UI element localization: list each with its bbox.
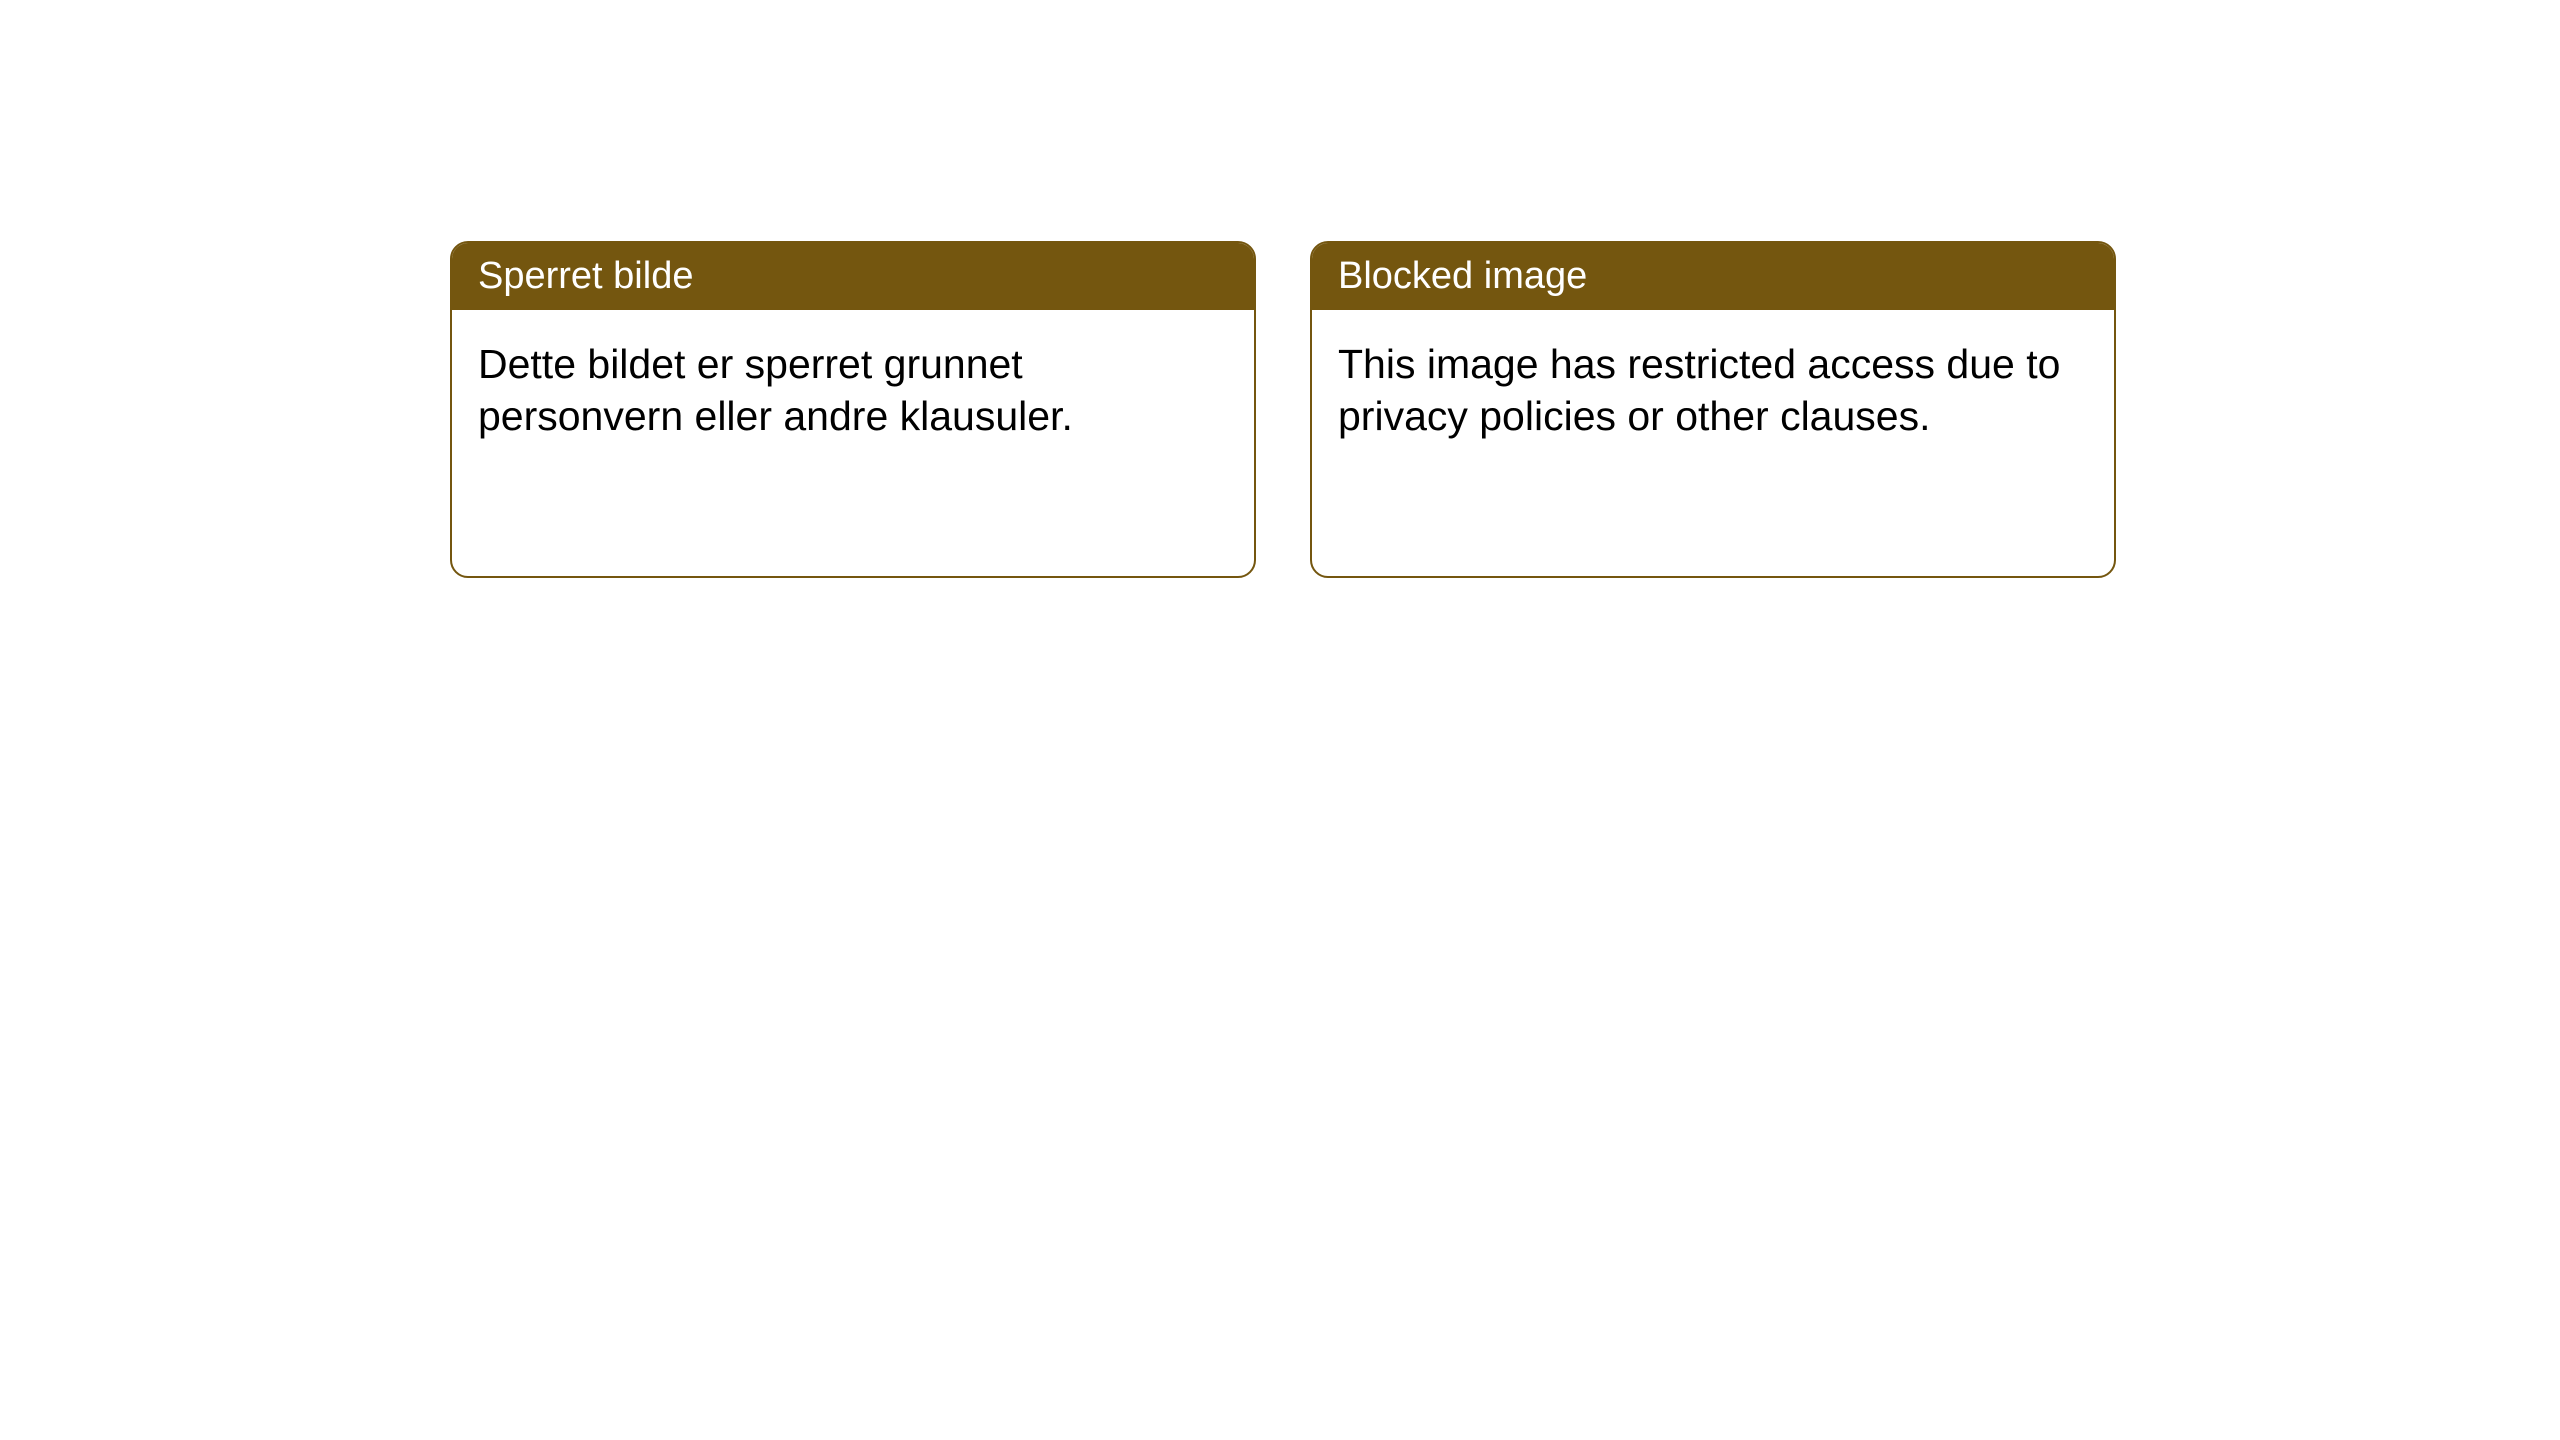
notice-card-norwegian: Sperret bilde Dette bildet er sperret gr… [450, 241, 1256, 578]
notice-card-title: Blocked image [1312, 243, 2114, 310]
notice-card-title: Sperret bilde [452, 243, 1254, 310]
notice-card-english: Blocked image This image has restricted … [1310, 241, 2116, 578]
notice-card-body: This image has restricted access due to … [1312, 310, 2114, 471]
notice-card-body: Dette bildet er sperret grunnet personve… [452, 310, 1254, 471]
notice-container: Sperret bilde Dette bildet er sperret gr… [450, 241, 2116, 578]
